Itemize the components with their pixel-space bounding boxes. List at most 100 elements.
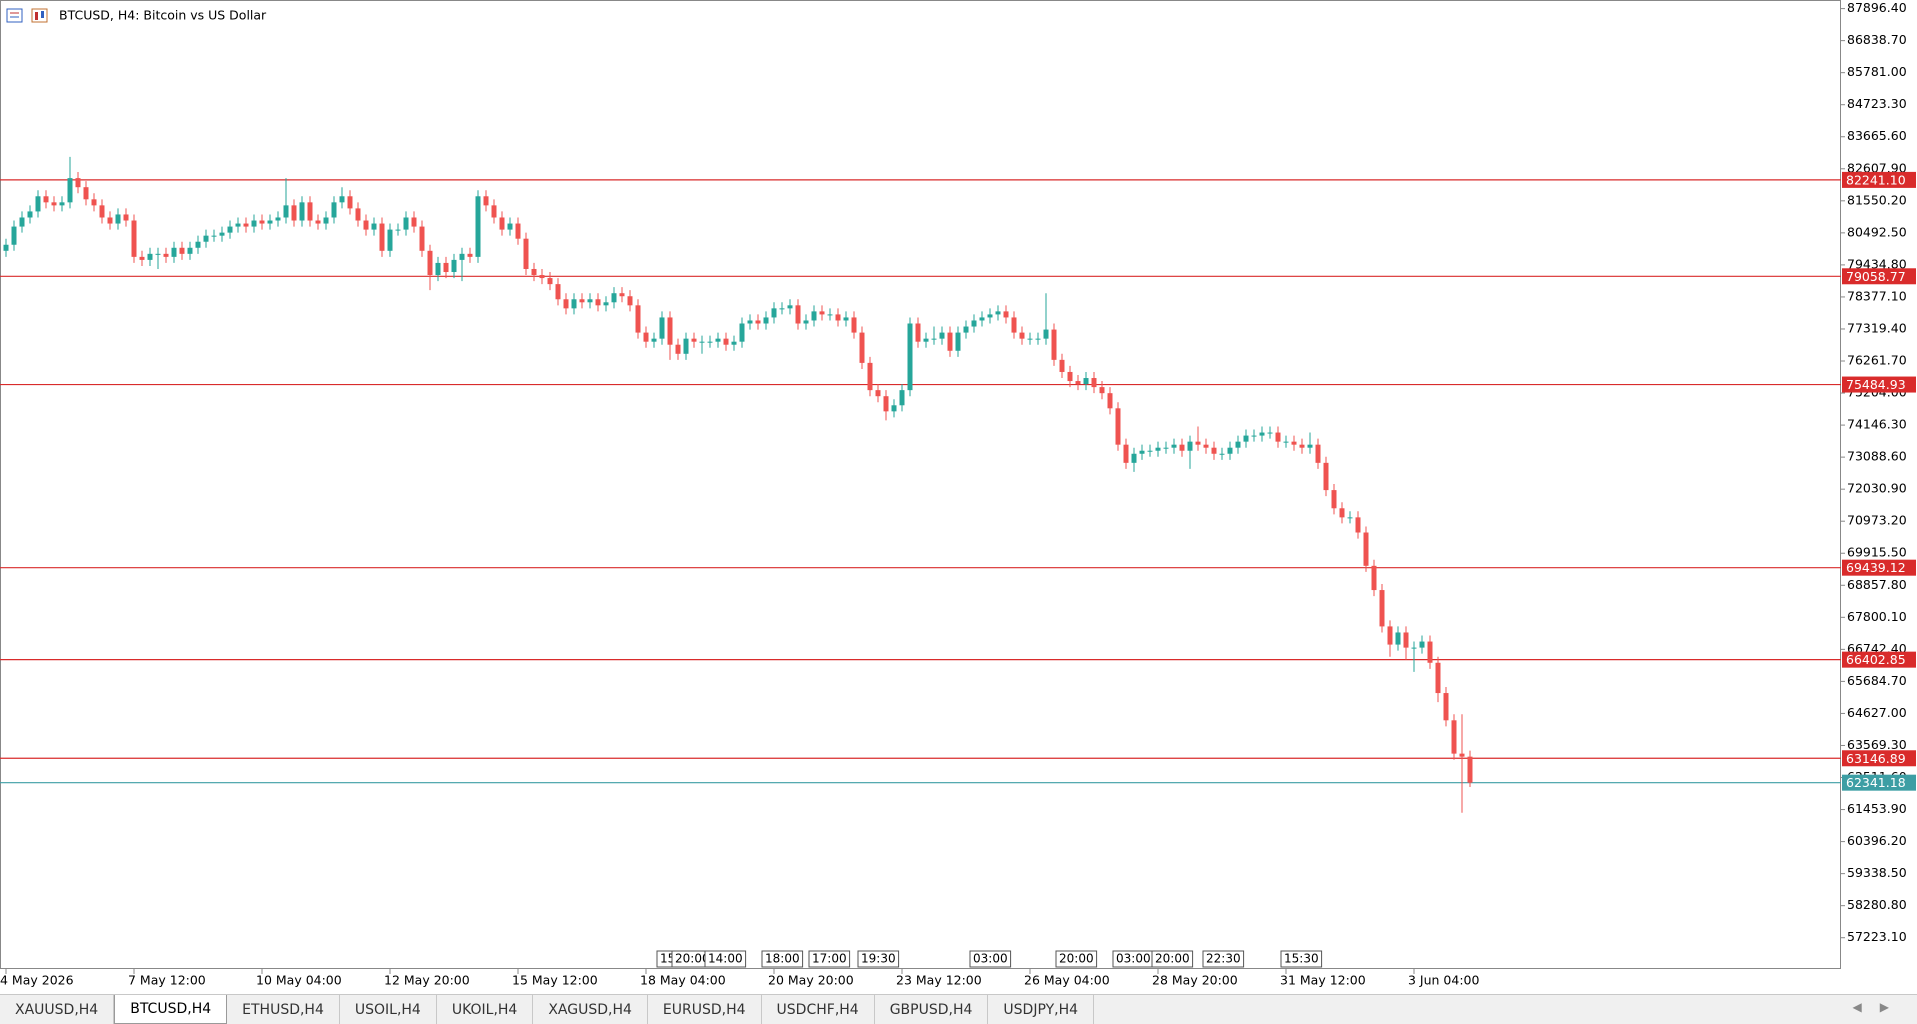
candle-body [627, 296, 633, 306]
candle-body [307, 202, 313, 221]
candle-body [1003, 311, 1009, 318]
event-marker: 22:30 [1202, 950, 1245, 968]
candle-body [91, 199, 97, 206]
candle-body [1411, 647, 1417, 649]
candle-body [331, 202, 337, 218]
y-tick-label: 59338.50 [1847, 865, 1907, 880]
candle-body [1291, 441, 1297, 445]
icon [35, 12, 38, 20]
tab[interactable]: USOIL,H4 [340, 995, 437, 1024]
candle-body [379, 223, 385, 251]
candle-body [219, 232, 225, 236]
tab[interactable]: EURUSD,H4 [648, 995, 762, 1024]
event-marker: 20:00 [1151, 950, 1194, 968]
candle-body [603, 302, 609, 306]
level-line-label: 79058.77 [1846, 269, 1906, 284]
tab[interactable]: USDJPY,H4 [988, 995, 1095, 1024]
tab[interactable]: UKOIL,H4 [437, 995, 534, 1024]
candle-body [595, 299, 601, 306]
candle-body [539, 275, 545, 279]
candle-body [763, 317, 769, 324]
y-tick-label: 70973.20 [1847, 513, 1907, 528]
tab[interactable]: XAGUSD,H4 [533, 995, 648, 1024]
candle-body [835, 314, 841, 321]
candle-body [1219, 453, 1225, 455]
level-line-label: 75484.93 [1846, 377, 1906, 392]
candle-body [11, 226, 17, 245]
event-marker-box [969, 950, 1012, 968]
candle-body [579, 299, 585, 303]
x-tick-label: 15 May 12:00 [512, 973, 598, 988]
candle-body [211, 235, 217, 237]
plot-frame [0, 0, 1841, 969]
candle-body [643, 332, 649, 342]
candle-body [1299, 444, 1305, 448]
candle-body [1395, 632, 1401, 645]
candle-body [1011, 317, 1017, 333]
candle-body [1187, 441, 1193, 451]
icon [41, 11, 44, 18]
candle-body [275, 217, 281, 221]
level-line-tag [1842, 559, 1916, 576]
event-marker-box [1055, 950, 1098, 968]
event-marker-box [808, 950, 851, 968]
chart: BTCUSD, H4: Bitcoin vs US Dollar 87896.4… [0, 0, 1916, 988]
tab[interactable]: USDCHF,H4 [762, 995, 875, 1024]
candle-body [363, 220, 369, 230]
candle-body [1323, 462, 1329, 491]
tab[interactable]: GBPUSD,H4 [875, 995, 989, 1024]
event-marker-label: 03:00 [1116, 952, 1151, 966]
tab-scroll[interactable]: ◀▶ [1852, 1000, 1907, 1014]
y-tick-label: 69915.50 [1847, 545, 1907, 560]
candle-body [1059, 359, 1065, 372]
candle-body [179, 247, 185, 254]
event-marker-label: 22:30 [1206, 952, 1241, 966]
candle-body [323, 217, 329, 224]
candle-body [1387, 626, 1393, 645]
x-tick-label: 31 May 12:00 [1280, 973, 1366, 988]
candle-body [675, 344, 681, 354]
candle-body [123, 214, 129, 221]
candle-body [371, 223, 377, 230]
tab[interactable]: ETHUSD,H4 [227, 995, 340, 1024]
y-tick-label: 76261.70 [1847, 353, 1907, 368]
candle-body [667, 317, 673, 345]
candle-body [1099, 387, 1105, 394]
level-line-tag [1842, 651, 1916, 668]
x-tick-label: 28 May 20:00 [1152, 973, 1238, 988]
candle-body [19, 217, 25, 227]
candle-body [899, 390, 905, 406]
candle-body [699, 341, 705, 343]
candle-body [515, 223, 521, 239]
event-marker-label: 20:00 [1059, 952, 1094, 966]
x-tick-label: 23 May 12:00 [896, 973, 982, 988]
candle-body [339, 196, 345, 203]
event-marker-box [704, 950, 747, 968]
candle-body [499, 217, 505, 230]
candle-body [131, 220, 137, 257]
event-marker-label: 15 [660, 952, 675, 966]
candle-body [923, 338, 929, 342]
candle-body [811, 311, 817, 321]
tab[interactable]: XAUUSD,H4 [0, 995, 115, 1024]
candle-body [987, 314, 993, 318]
y-tick-label: 60396.20 [1847, 833, 1907, 848]
candle-body [1371, 565, 1377, 591]
candle-body [1435, 662, 1441, 694]
x-tick-label: 26 May 04:00 [1024, 973, 1110, 988]
event-marker-box [761, 950, 804, 968]
candle-body [915, 323, 921, 342]
candle-body [475, 196, 481, 257]
candle-body [1203, 444, 1209, 448]
candle-body [1075, 381, 1081, 385]
candle-body [1051, 329, 1057, 360]
candle-body [547, 278, 553, 285]
candle-body [387, 229, 393, 251]
chart-icons [6, 8, 48, 23]
candle-body [939, 332, 945, 339]
candle-body [1419, 641, 1425, 648]
tab[interactable]: BTCUSD,H4 [114, 995, 228, 1024]
candle-body [819, 311, 825, 315]
candle-body [1211, 447, 1217, 454]
candle-body [755, 320, 761, 324]
